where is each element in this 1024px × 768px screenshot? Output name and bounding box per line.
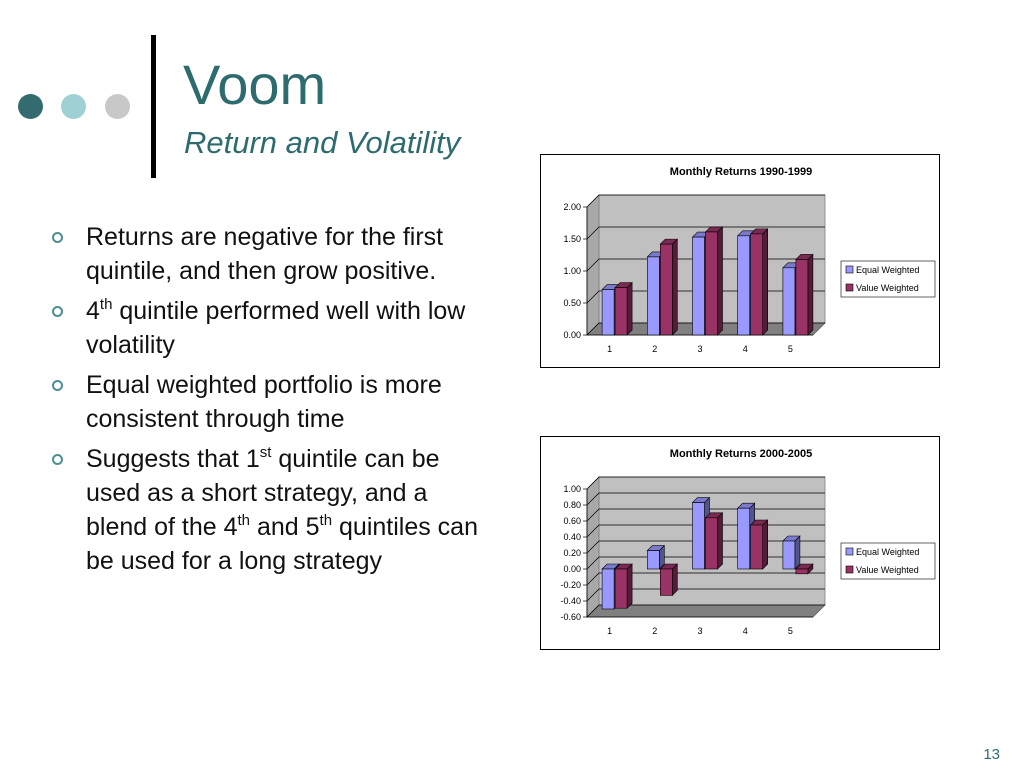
chart-title: Monthly Returns 2000-2005 (670, 448, 812, 460)
bullet-item: Suggests that 1st quintile can be used a… (50, 442, 490, 578)
y-tick-label: 0.00 (563, 330, 581, 340)
bullet-superscript: st (259, 444, 272, 461)
bar (795, 253, 814, 336)
bullet-text: quintiles can be used for a long strateg… (86, 513, 478, 575)
x-tick-label: 3 (697, 344, 702, 354)
grid-line (586, 492, 825, 506)
y-tick-label: 0.40 (563, 532, 581, 542)
chart-1990-1999: Monthly Returns 1990-1999 0.00 0.50 1.00 1.5… (540, 154, 940, 368)
legend-swatch (845, 265, 854, 274)
x-tick-label: 1 (607, 626, 612, 636)
x-tick-label: 1 (607, 344, 612, 354)
chart-legend: Equal Weighted Value Weighted (840, 542, 936, 580)
grid-line (586, 604, 825, 618)
bar (659, 563, 679, 597)
bullet-item: 4th quintile performed well with low vol… (50, 294, 490, 362)
chart-svg: Monthly Returns 2000-2005 -0.60 -0.40 -0.20… (560, 448, 936, 636)
grid-line (586, 572, 825, 586)
title-divider (151, 35, 156, 178)
bar (704, 226, 724, 336)
y-tick-label: 2.00 (563, 202, 581, 212)
dot-light (61, 94, 86, 119)
y-tick-label: 1.50 (563, 234, 581, 244)
bullet-circle-icon (52, 380, 63, 391)
x-tick-label: 3 (697, 626, 702, 636)
y-tick-label: 0.60 (563, 516, 581, 526)
y-tick-label: 0.50 (563, 298, 581, 308)
bullet-superscript: th (99, 296, 113, 313)
bullet-circle-icon (52, 306, 63, 317)
y-tick-label: 1.00 (563, 484, 581, 494)
bullet-text: Equal weighted portfolio is more consist… (86, 371, 442, 433)
grid-line (586, 588, 825, 602)
bullet-text: and 5 (250, 513, 320, 541)
bullet-text: Returns are negative for the first quint… (86, 223, 444, 285)
bullet-circle-icon (52, 232, 63, 243)
y-tick-label: -0.20 (560, 580, 581, 590)
y-tick-label: -0.60 (560, 612, 581, 622)
grid-line (586, 476, 825, 490)
bullet-item: Equal weighted portfolio is more consist… (50, 368, 490, 436)
bar (795, 563, 814, 575)
bar (614, 563, 633, 609)
grid-line (586, 226, 825, 240)
y-tick-label: 0.20 (563, 548, 581, 558)
y-tick-label: 1.00 (563, 266, 581, 276)
bar (749, 228, 769, 336)
y-tick-label: 0.80 (563, 500, 581, 510)
bar (659, 238, 679, 336)
bullet-list: Returns are negative for the first quint… (50, 220, 490, 584)
legend-box (840, 542, 936, 580)
x-tick-label: 5 (788, 344, 793, 354)
y-tick-label: 0.00 (563, 564, 581, 574)
slide-title: Voom (183, 53, 327, 116)
page-number: 13 (983, 746, 1000, 763)
bullet-text: 4 (86, 297, 100, 325)
bar (782, 535, 801, 570)
chart-title: Monthly Returns 1990-1999 (670, 166, 812, 178)
bullet-circle-icon (52, 454, 63, 465)
x-tick-label: 2 (652, 626, 657, 636)
bullet-superscript: th (237, 512, 251, 529)
bullet-superscript: th (319, 512, 333, 529)
legend-label: Equal Weighted (856, 265, 919, 275)
chart-2000-2005: Monthly Returns 2000-2005 -0.60 -0.40 -0.20… (540, 436, 940, 650)
dot-gray (105, 94, 130, 119)
bullet-text: quintile performed well with low volatil… (86, 297, 466, 359)
legend-label: Equal Weighted (856, 547, 919, 557)
bar (704, 512, 724, 570)
legend-label: Value Weighted (856, 565, 919, 575)
legend-swatch (845, 283, 854, 292)
chart-svg: Monthly Returns 1990-1999 0.00 0.50 1.00 1.5… (563, 166, 936, 354)
chart-legend: Equal Weighted Value Weighted (840, 260, 936, 298)
x-tick-label: 4 (743, 626, 748, 636)
legend-swatch (845, 547, 854, 556)
bar (749, 519, 769, 570)
legend-label: Value Weighted (856, 283, 919, 293)
bullet-text: Suggests that 1 (86, 445, 260, 473)
x-tick-label: 2 (652, 344, 657, 354)
legend-swatch (845, 565, 854, 574)
bar (614, 281, 633, 336)
x-tick-label: 4 (743, 344, 748, 354)
legend-box (840, 260, 936, 298)
y-tick-label: -0.40 (560, 596, 581, 606)
slide-subtitle: Return and Volatility (184, 125, 461, 160)
bullet-text: quintile can be used as a short strategy… (86, 445, 440, 541)
dot-dark (18, 94, 43, 119)
bar (646, 544, 666, 570)
grid-line (586, 194, 825, 208)
x-tick-label: 5 (788, 626, 793, 636)
bullet-item: Returns are negative for the first quint… (50, 220, 490, 288)
